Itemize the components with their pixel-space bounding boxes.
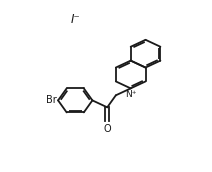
Text: N⁺: N⁺ bbox=[126, 90, 137, 99]
Text: O: O bbox=[103, 124, 111, 134]
Text: Br: Br bbox=[46, 95, 56, 105]
Text: I⁻: I⁻ bbox=[71, 13, 81, 26]
